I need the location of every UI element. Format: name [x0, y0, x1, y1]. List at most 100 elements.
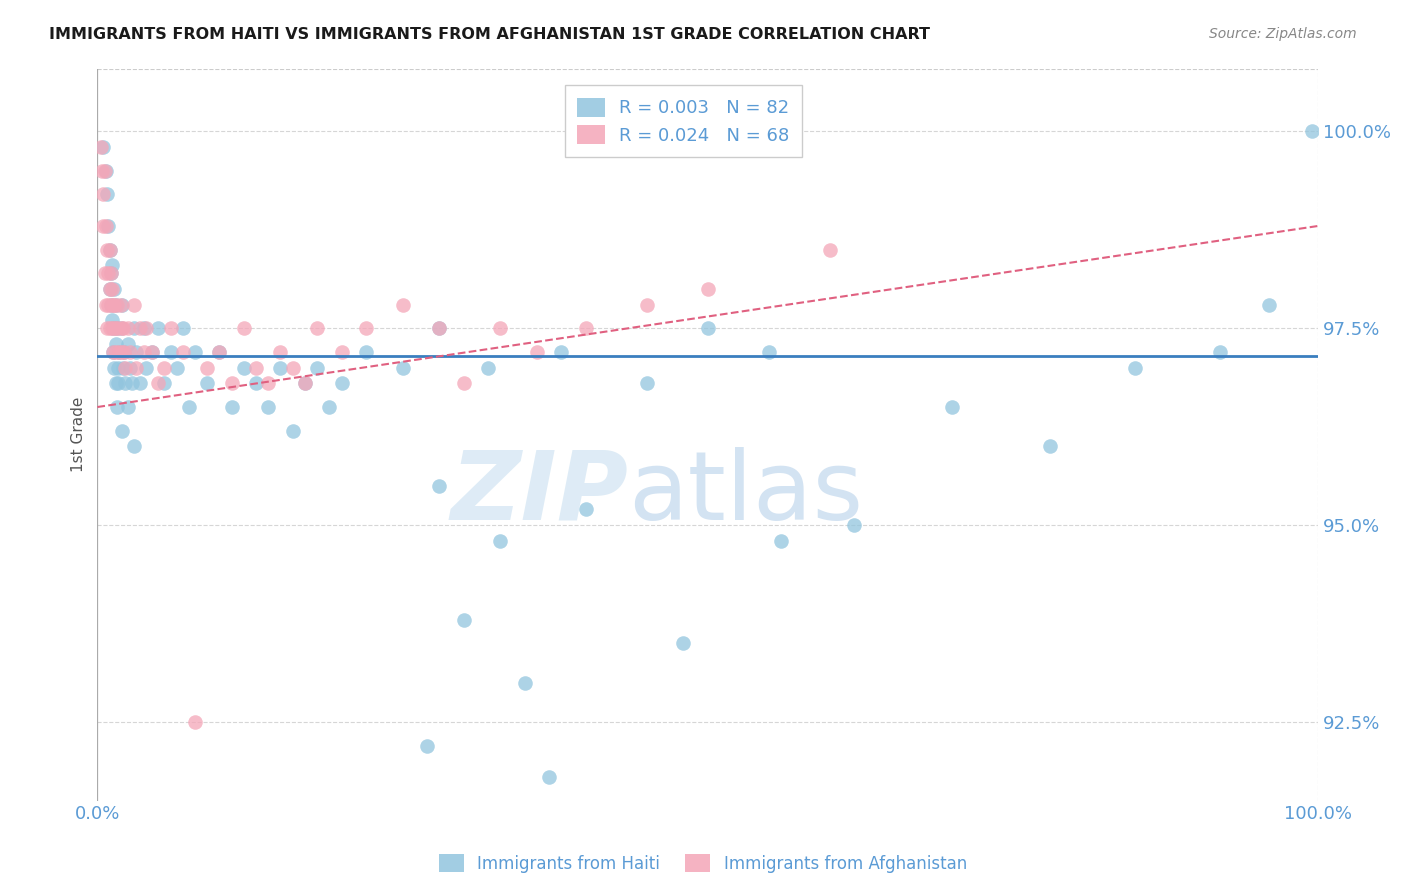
Point	[97, 298, 120, 312]
Point	[98, 243, 121, 257]
Point	[195, 376, 218, 391]
Point	[941, 400, 963, 414]
Point	[208, 345, 231, 359]
Point	[427, 321, 450, 335]
Point	[330, 376, 353, 391]
Point	[232, 360, 254, 375]
Point	[672, 636, 695, 650]
Point	[208, 345, 231, 359]
Point	[104, 345, 127, 359]
Point	[281, 424, 304, 438]
Point	[129, 376, 152, 391]
Point	[844, 518, 866, 533]
Point	[453, 376, 475, 391]
Point	[111, 360, 134, 375]
Point	[294, 376, 316, 391]
Point	[100, 298, 122, 312]
Point	[330, 345, 353, 359]
Point	[1258, 298, 1281, 312]
Point	[97, 266, 120, 280]
Point	[104, 298, 127, 312]
Point	[93, 266, 115, 280]
Point	[148, 376, 170, 391]
Point	[1123, 360, 1146, 375]
Point	[318, 400, 340, 414]
Point	[269, 360, 291, 375]
Point	[391, 360, 413, 375]
Point	[153, 376, 176, 391]
Point	[818, 243, 841, 257]
Legend: R = 0.003   N = 82, R = 0.024   N = 68: R = 0.003 N = 82, R = 0.024 N = 68	[565, 85, 801, 157]
Point	[257, 376, 280, 391]
Point	[132, 345, 155, 359]
Point	[114, 376, 136, 391]
Point	[129, 321, 152, 335]
Point	[281, 360, 304, 375]
Point	[122, 439, 145, 453]
Text: IMMIGRANTS FROM HAITI VS IMMIGRANTS FROM AFGHANISTAN 1ST GRADE CORRELATION CHART: IMMIGRANTS FROM HAITI VS IMMIGRANTS FROM…	[49, 27, 931, 42]
Point	[427, 321, 450, 335]
Point	[91, 164, 114, 178]
Point	[184, 714, 207, 729]
Point	[120, 360, 142, 375]
Point	[98, 321, 121, 335]
Point	[94, 219, 117, 233]
Legend: Immigrants from Haiti, Immigrants from Afghanistan: Immigrants from Haiti, Immigrants from A…	[433, 847, 973, 880]
Point	[354, 345, 377, 359]
Point	[489, 533, 512, 548]
Point	[307, 321, 329, 335]
Point	[257, 400, 280, 414]
Point	[489, 321, 512, 335]
Point	[307, 360, 329, 375]
Point	[696, 321, 718, 335]
Point	[550, 345, 572, 359]
Point	[104, 376, 127, 391]
Point	[135, 360, 157, 375]
Point	[110, 298, 132, 312]
Point	[105, 298, 128, 312]
Point	[103, 360, 125, 375]
Point	[122, 321, 145, 335]
Point	[141, 345, 163, 359]
Point	[98, 282, 121, 296]
Point	[148, 321, 170, 335]
Point	[232, 321, 254, 335]
Point	[100, 266, 122, 280]
Point	[1038, 439, 1060, 453]
Point	[177, 400, 200, 414]
Point	[1209, 345, 1232, 359]
Point	[1301, 124, 1323, 138]
Point	[96, 321, 118, 335]
Point	[758, 345, 780, 359]
Point	[112, 345, 135, 359]
Point	[96, 187, 118, 202]
Point	[184, 345, 207, 359]
Point	[391, 298, 413, 312]
Point	[636, 298, 658, 312]
Point	[103, 345, 125, 359]
Point	[93, 187, 115, 202]
Text: Source: ZipAtlas.com: Source: ZipAtlas.com	[1209, 27, 1357, 41]
Point	[111, 424, 134, 438]
Point	[103, 298, 125, 312]
Point	[103, 321, 125, 335]
Point	[103, 345, 125, 359]
Point	[98, 282, 121, 296]
Point	[172, 345, 194, 359]
Point	[195, 360, 218, 375]
Point	[110, 321, 132, 335]
Point	[122, 298, 145, 312]
Point	[111, 321, 134, 335]
Point	[132, 321, 155, 335]
Point	[526, 345, 548, 359]
Text: atlas: atlas	[628, 447, 863, 540]
Point	[93, 219, 115, 233]
Point	[135, 321, 157, 335]
Point	[101, 313, 124, 327]
Point	[108, 345, 131, 359]
Point	[427, 479, 450, 493]
Point	[125, 360, 148, 375]
Point	[105, 321, 128, 335]
Point	[513, 675, 536, 690]
Point	[120, 345, 142, 359]
